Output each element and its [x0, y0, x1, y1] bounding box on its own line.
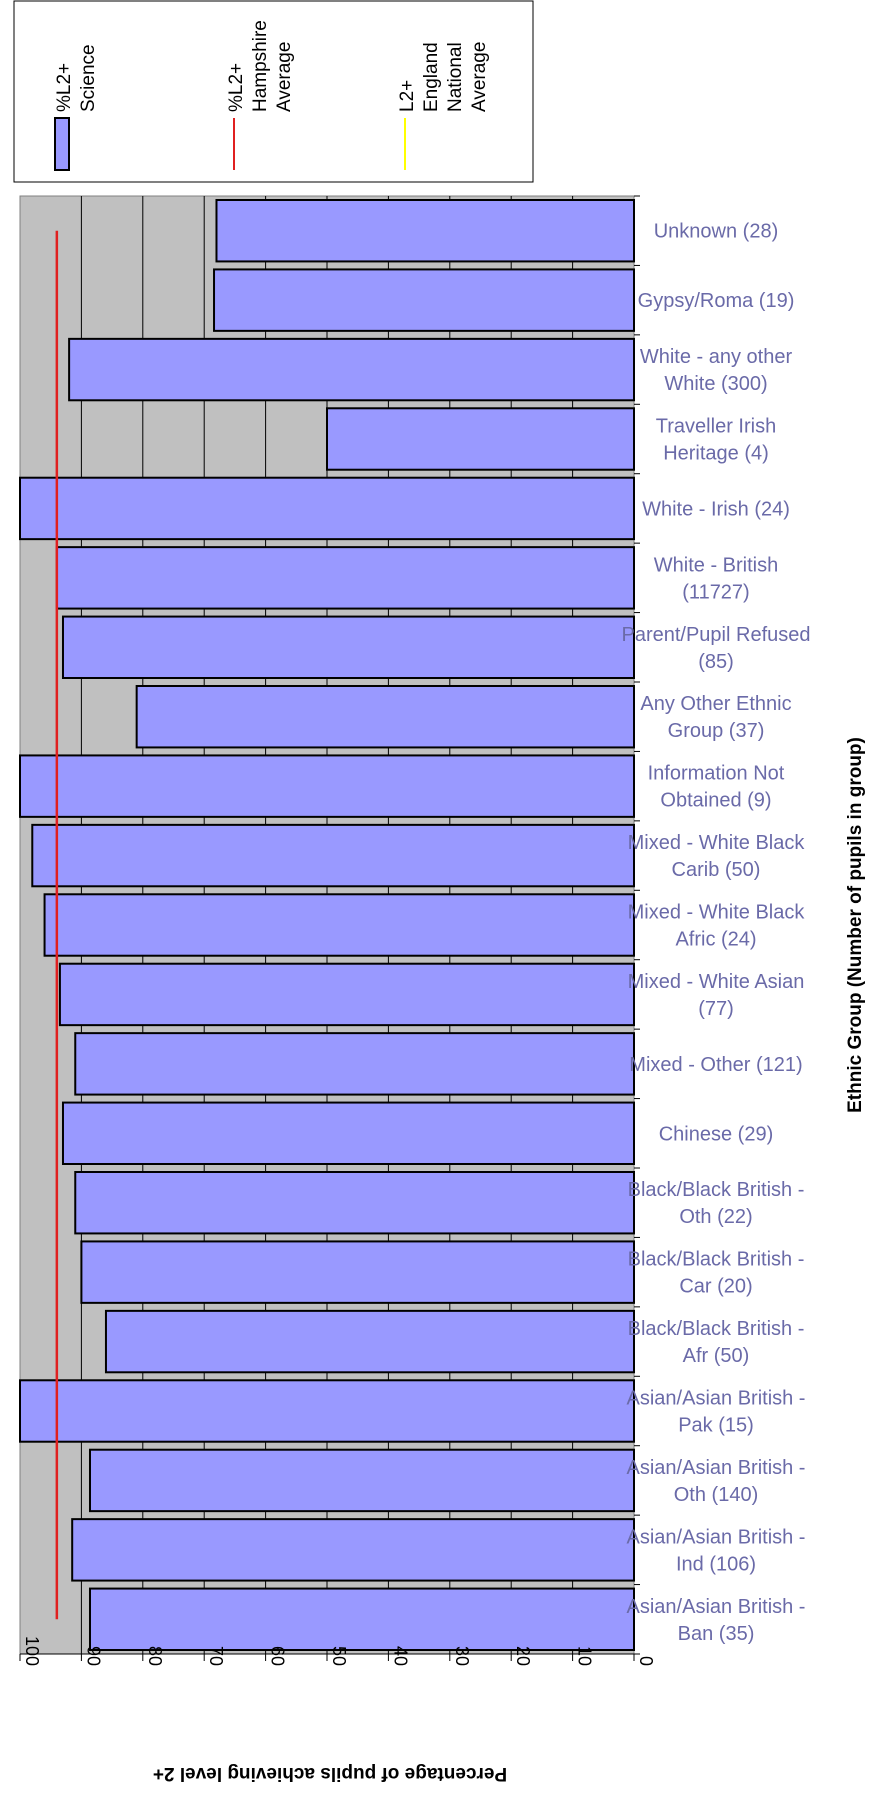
bar	[19, 476, 635, 541]
category-label: Information Not	[648, 763, 785, 785]
bar	[68, 337, 636, 402]
category-labels: Unknown (28) Gypsy/Roma (19) White - any o…	[621, 195, 811, 1655]
bar	[135, 685, 635, 749]
category-label: Parent/Pupil Refused	[621, 624, 810, 646]
bar	[326, 407, 635, 471]
legend-label: Average	[274, 42, 295, 112]
x-tick-label: 80	[145, 1646, 165, 1666]
bar	[80, 1240, 635, 1304]
category-label: Carib (50)	[672, 859, 761, 881]
x-tick-label: 10	[575, 1646, 595, 1666]
category-label: (77)	[698, 998, 734, 1020]
bar	[213, 268, 636, 332]
category-label: Asian/Asian British -	[627, 1457, 806, 1479]
category-label: Chinese (29)	[659, 1123, 774, 1145]
bar	[31, 823, 635, 888]
x-tick-label: 20	[513, 1646, 533, 1666]
category-label: White - Irish (24)	[642, 498, 790, 520]
x-axis-ticks: 100 90 80 70 60 50 40 30 20 10 0	[19, 1636, 656, 1666]
category-label: Group (37)	[668, 720, 765, 742]
category-label: Car (20)	[679, 1276, 752, 1298]
category-label: (11727)	[682, 581, 749, 603]
category-label: White - any other	[640, 346, 793, 368]
legend-label: England	[421, 42, 442, 112]
bar	[74, 1171, 635, 1235]
category-label: Afric (24)	[675, 929, 756, 951]
category-label: Mixed - White Black	[628, 902, 806, 924]
legend-label: %L2+	[226, 63, 247, 112]
category-label: Black/Black British -	[628, 1179, 805, 1201]
category-label: Heritage (4)	[663, 443, 769, 465]
category-label: Oth (140)	[674, 1484, 758, 1506]
x-tick-label: 30	[452, 1646, 472, 1666]
bar	[19, 1379, 635, 1443]
bar	[104, 1309, 635, 1374]
legend: %L2+ Science %L2+ Hampshire Average L2+ Englan…	[13, 0, 534, 183]
bar	[215, 199, 635, 263]
bar	[61, 1101, 636, 1165]
x-tick-label: 50	[329, 1646, 349, 1666]
legend-label: Hampshire	[250, 20, 271, 112]
legend-label: National	[445, 42, 466, 112]
x-tick-label: 0	[636, 1656, 656, 1666]
category-label: Obtained (9)	[660, 790, 771, 812]
x-tick-label: 90	[83, 1646, 103, 1666]
legend-label: Science	[78, 44, 99, 112]
bar	[55, 546, 635, 610]
legend-label: %L2+	[54, 63, 75, 112]
x-tick-label: 60	[268, 1646, 288, 1666]
bar	[19, 754, 635, 818]
category-label: Black/Black British -	[628, 1318, 805, 1340]
bar	[71, 1518, 635, 1582]
bar	[61, 615, 636, 679]
category-label: Any Other Ethnic	[640, 693, 791, 715]
bar	[43, 893, 636, 957]
bars	[19, 199, 636, 1651]
y-axis-title: Ethnic Group (Number of pupils in group)	[845, 737, 866, 1113]
legend-label: Average	[469, 42, 490, 112]
category-label: White (300)	[664, 373, 767, 395]
category-label: Mixed - White Asian	[628, 971, 805, 993]
category-label: Oth (22)	[679, 1206, 752, 1228]
x-axis-title: Percentage of pupils achieving level 2+	[153, 1763, 507, 1784]
legend-swatch	[54, 117, 70, 171]
category-label: Ind (106)	[676, 1553, 756, 1575]
category-label: Gypsy/Roma (19)	[638, 290, 795, 312]
category-label: Asian/Asian British -	[627, 1526, 806, 1548]
category-label: Traveller Irish	[656, 416, 776, 438]
category-label: Afr (50)	[683, 1345, 750, 1367]
bar	[58, 962, 636, 1027]
category-label: Asian/Asian British -	[627, 1596, 806, 1618]
bar	[88, 1448, 636, 1513]
legend-box	[13, 0, 534, 183]
legend-label: L2+	[397, 80, 418, 112]
bar	[74, 1032, 635, 1096]
category-label: Asian/Asian British -	[627, 1388, 806, 1410]
x-tick-label: 100	[22, 1636, 42, 1666]
x-tick-label: 40	[390, 1646, 410, 1666]
category-label: (85)	[698, 651, 734, 673]
bar	[88, 1587, 636, 1651]
category-label: Ban (35)	[678, 1623, 755, 1645]
category-label: Unknown (28)	[654, 221, 779, 243]
category-label: White - British	[654, 554, 778, 576]
x-tick-label: 70	[206, 1646, 226, 1666]
category-label: Mixed - Other (121)	[629, 1054, 802, 1076]
category-label: Pak (15)	[678, 1415, 754, 1437]
category-label: Black/Black British -	[628, 1249, 805, 1271]
category-label: Mixed - White Black	[628, 832, 806, 854]
